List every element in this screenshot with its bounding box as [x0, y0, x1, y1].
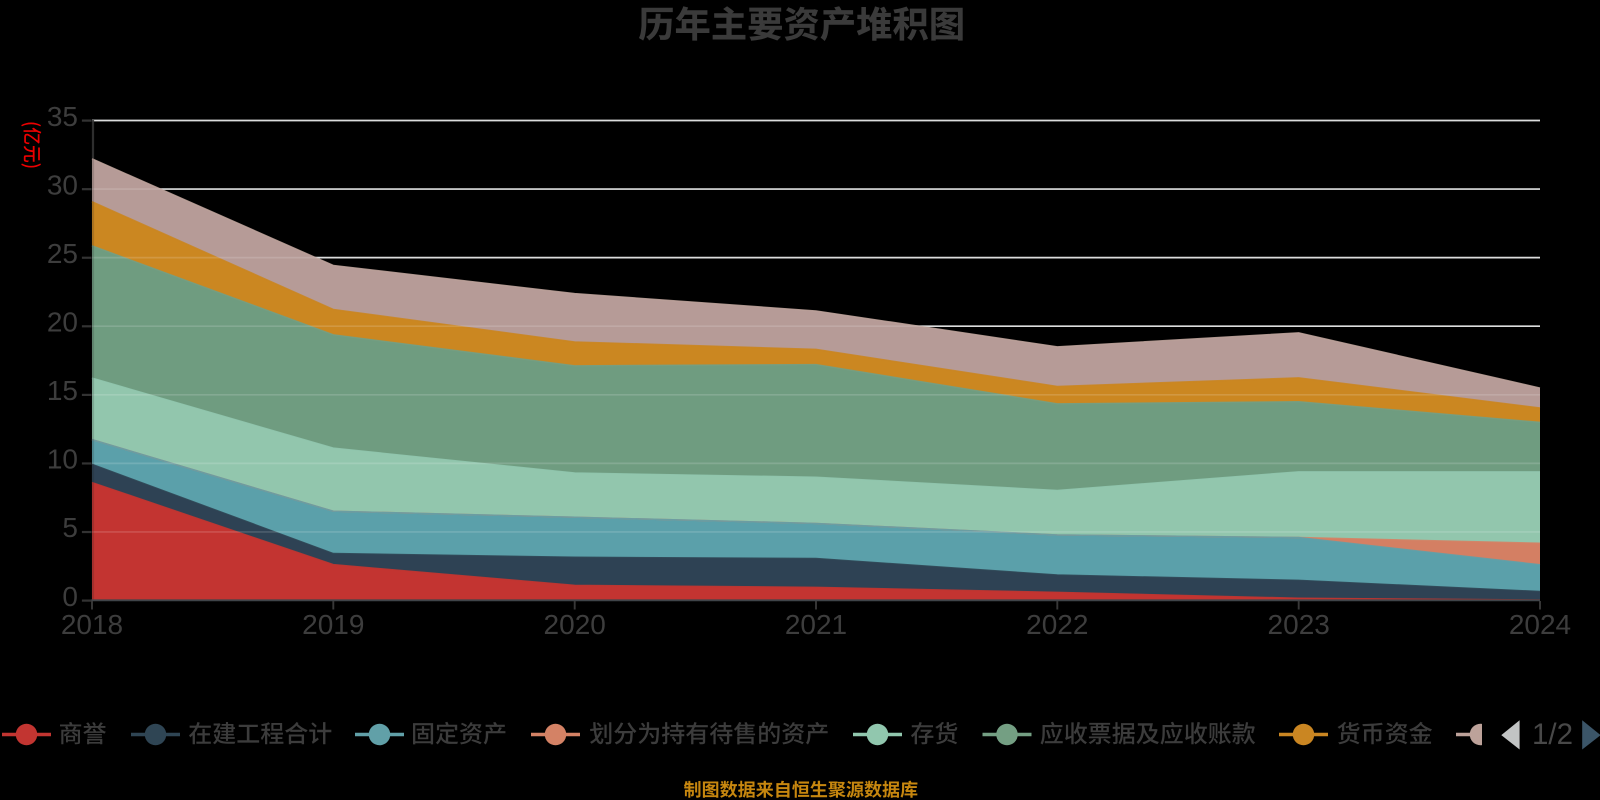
svg-text:1/2: 1/2 — [1532, 718, 1573, 751]
svg-text:2019: 2019 — [302, 609, 364, 640]
svg-text:15: 15 — [47, 375, 78, 406]
svg-text:2024: 2024 — [1509, 609, 1571, 640]
svg-text:2022: 2022 — [1026, 609, 1088, 640]
svg-text:2021: 2021 — [785, 609, 847, 640]
svg-text:0: 0 — [62, 581, 78, 612]
svg-text:25: 25 — [47, 238, 78, 269]
svg-text:30: 30 — [47, 169, 78, 200]
svg-text:10: 10 — [47, 444, 78, 475]
svg-text:2020: 2020 — [544, 609, 606, 640]
svg-text:5: 5 — [62, 512, 78, 543]
svg-text:35: 35 — [47, 101, 78, 132]
svg-text:2023: 2023 — [1268, 609, 1330, 640]
svg-text:20: 20 — [47, 307, 78, 338]
svg-text:2018: 2018 — [61, 609, 123, 640]
